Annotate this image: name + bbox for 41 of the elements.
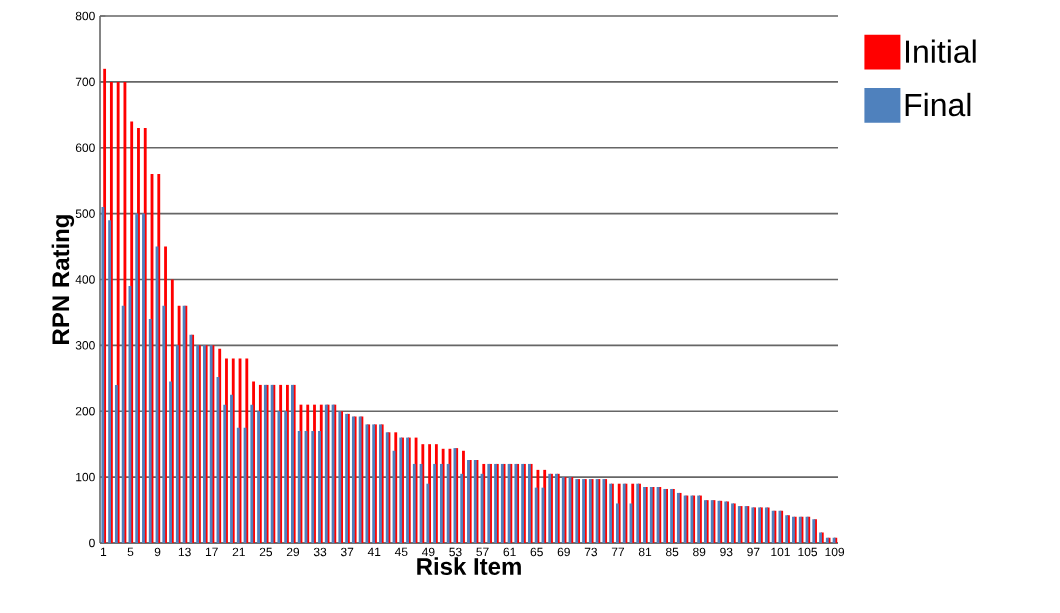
x-tick-label: 41 bbox=[367, 547, 381, 556]
x-tick-label: 17 bbox=[205, 547, 218, 556]
x-tick-label: 57 bbox=[476, 547, 489, 557]
y-tick-label: 200 bbox=[75, 406, 95, 416]
y-tick-label: 700 bbox=[75, 77, 95, 87]
x-tick-label: 5 bbox=[127, 547, 134, 557]
x-tick-label: 53 bbox=[449, 547, 462, 557]
x-tick-label: 45 bbox=[394, 547, 408, 557]
x-tick-label: 93 bbox=[720, 547, 733, 557]
x-tick-label: 37 bbox=[340, 547, 354, 557]
legend-label: Initial bbox=[906, 39, 976, 63]
x-tick-label: 13 bbox=[178, 547, 191, 557]
x-tick-label: 29 bbox=[286, 547, 300, 557]
x-tick-label: 9 bbox=[154, 547, 161, 557]
x-tick-label: 61 bbox=[503, 547, 516, 557]
x-tick-label: 85 bbox=[665, 547, 679, 557]
x-tick-label: 65 bbox=[530, 547, 543, 557]
x-tick-label: 105 bbox=[798, 547, 818, 557]
x-axis-title: Risk Item bbox=[417, 557, 521, 575]
y-tick-label: 500 bbox=[75, 209, 95, 218]
y-axis-title: RPN Rating bbox=[51, 215, 75, 344]
x-tick-label: 1 bbox=[100, 547, 107, 556]
x-tick-label: 81 bbox=[638, 547, 652, 557]
y-tick-label: 0 bbox=[89, 538, 95, 548]
x-tick-label: 73 bbox=[584, 547, 598, 557]
y-tick-label: 300 bbox=[75, 341, 95, 350]
x-tick-label: 77 bbox=[611, 547, 625, 556]
y-tick-label: 400 bbox=[75, 275, 95, 284]
x-tick-label: 49 bbox=[421, 547, 435, 557]
y-tick-label: 100 bbox=[76, 472, 95, 482]
y-tick-label: 600 bbox=[75, 143, 95, 153]
x-tick-label: 33 bbox=[313, 547, 327, 557]
legend-label: Final bbox=[905, 92, 971, 117]
x-tick-label: 69 bbox=[557, 547, 570, 557]
y-tick-label: 800 bbox=[75, 11, 95, 21]
x-tick-label: 101 bbox=[771, 547, 790, 557]
x-tick-label: 25 bbox=[259, 547, 273, 557]
x-tick-label: 21 bbox=[232, 547, 245, 557]
x-tick-label: 109 bbox=[825, 547, 845, 557]
x-tick-label: 97 bbox=[747, 547, 760, 557]
x-tick-label: 89 bbox=[693, 547, 706, 557]
